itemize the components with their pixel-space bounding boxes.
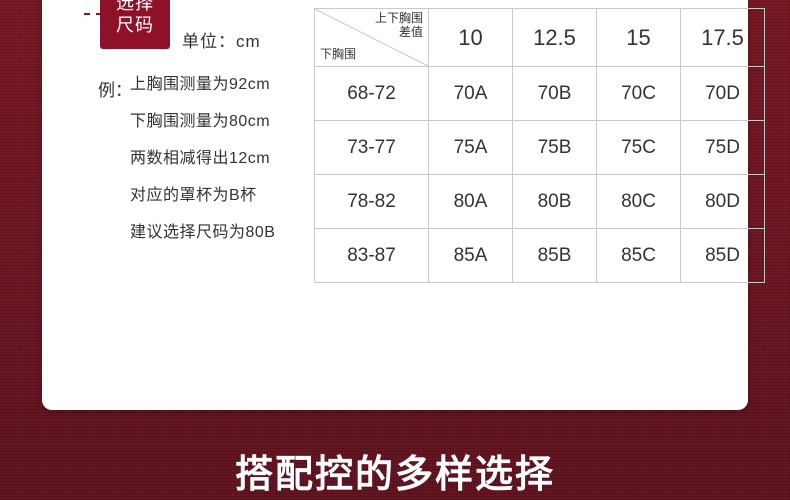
example-line-2: 下胸围测量为80cm <box>130 113 271 130</box>
select-size-tag: 选择 尺码 <box>100 0 170 49</box>
tag-dash-line <box>84 13 102 15</box>
size-cell-4-1: 85A <box>428 228 513 283</box>
size-cell-3-2: 80B <box>512 174 597 229</box>
size-cell-4-4: 85D <box>680 228 765 283</box>
size-cell-2-4: 75D <box>680 120 765 175</box>
size-col-header-3: 15 <box>596 8 681 67</box>
example-lines: 上胸围测量为92cm 下胸围测量为80cm 两数相减得出12cm 对应的罩杯为B… <box>130 70 275 255</box>
underbust-range-2: 73-77 <box>314 120 429 175</box>
diagonal-line-icon <box>315 9 428 66</box>
size-cell-4-2: 85B <box>512 228 597 283</box>
underbust-range-1: 68-72 <box>314 66 429 121</box>
underbust-range-4: 83-87 <box>314 228 429 283</box>
example-line-5: 建议选择尺码为80B <box>130 224 276 241</box>
table-row: 73-77 75A 75B 75C 75D <box>314 120 765 175</box>
size-cell-3-1: 80A <box>428 174 513 229</box>
size-cell-3-3: 80C <box>596 174 681 229</box>
diagonal-header-top: 上下胸围 差值 <box>374 11 423 40</box>
diagonal-header-top-line1: 上下胸围 <box>374 11 423 25</box>
bottom-banner: 搭配控的多样选择 <box>0 410 790 500</box>
example-line-1: 上胸围测量为92cm <box>130 76 271 93</box>
size-col-header-1: 10 <box>428 8 513 67</box>
size-cell-3-4: 80D <box>680 174 765 229</box>
example-title: 例： <box>98 81 132 100</box>
size-col-header-4: 17.5 <box>680 8 765 67</box>
underbust-range-3: 78-82 <box>314 174 429 229</box>
diagonal-header-top-line2: 差值 <box>398 24 423 39</box>
example-line-3: 两数相减得出12cm <box>130 150 271 167</box>
table-row: 83-87 85A 85B 85C 85D <box>314 228 765 283</box>
size-cell-1-2: 70B <box>512 66 597 121</box>
unit-label: 单位：cm <box>182 32 261 51</box>
size-col-header-2: 12.5 <box>512 8 597 67</box>
table-row: 68-72 70A 70B 70C 70D <box>314 66 765 121</box>
table-header-row: 上下胸围 差值 下胸围 10 12.5 15 17.5 <box>314 8 765 67</box>
size-cell-4-3: 85C <box>596 228 681 283</box>
size-cell-2-2: 75B <box>512 120 597 175</box>
size-cell-2-1: 75A <box>428 120 513 175</box>
size-cell-1-1: 70A <box>428 66 513 121</box>
banner-title: 搭配控的多样选择 <box>234 452 555 496</box>
size-cell-1-3: 70C <box>596 66 681 121</box>
size-cell-1-4: 70D <box>680 66 765 121</box>
select-size-tag-line1: 选择 <box>116 0 154 13</box>
diagonal-header-cell: 上下胸围 差值 下胸围 <box>314 8 429 67</box>
select-size-tag-line2: 尺码 <box>116 15 154 35</box>
size-guide-card: 上胸围-下胸围 单位：cm 罩杯 A B C D 上胸围-下胸围 7.5-10 … <box>42 0 765 410</box>
diagonal-header-bottom: 下胸围 <box>320 47 357 61</box>
size-cell-2-3: 75C <box>596 120 681 175</box>
table-row: 78-82 80A 80B 80C 80D <box>314 174 765 229</box>
example-line-4: 对应的罩杯为B杯 <box>130 187 257 204</box>
size-chart-table: 上下胸围 差值 下胸围 10 12.5 15 17.5 68-72 70A 70… <box>314 8 765 283</box>
